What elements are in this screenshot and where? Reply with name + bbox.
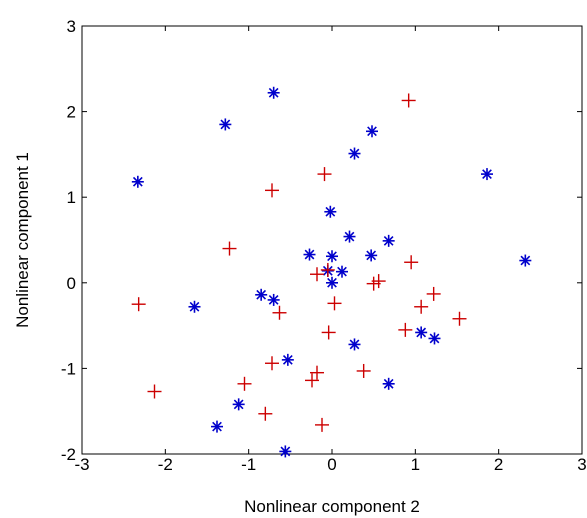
plus-marker (147, 384, 162, 399)
asterisk-marker (366, 125, 378, 138)
asterisk-marker (232, 398, 245, 411)
x-tick-label: -2 (158, 455, 173, 474)
marker-stroke (416, 327, 427, 338)
y-tick-label: 2 (67, 103, 76, 122)
plus-marker (320, 262, 335, 277)
axes-box (81, 25, 583, 455)
asterisk-marker (348, 338, 361, 351)
marker-stroke (327, 251, 337, 262)
asterisk-marker (428, 332, 441, 345)
plus-marker (398, 322, 413, 337)
marker-stroke (429, 333, 440, 344)
plus-marker (272, 305, 287, 320)
marker-stroke (325, 206, 336, 217)
plus-marker (317, 167, 332, 182)
plus-marker (404, 255, 419, 270)
plus-marker (327, 296, 342, 311)
asterisk-marker (131, 175, 144, 188)
marker-stroke (212, 421, 222, 432)
asterisk-marker (303, 248, 316, 261)
plus-marker (452, 311, 467, 326)
asterisk-marker (348, 147, 361, 160)
plus-marker (356, 363, 371, 378)
plus-marker (222, 241, 237, 256)
plus-marker (305, 373, 319, 388)
marker-stroke (349, 148, 360, 159)
plus-marker (310, 267, 324, 282)
plus-marker (426, 286, 441, 301)
asterisk-marker (324, 205, 337, 218)
y-axis-label: Nonlinear component 1 (13, 152, 32, 328)
marker-stroke (367, 126, 377, 137)
y-tick-label: 1 (67, 188, 76, 207)
asterisk-marker (188, 300, 201, 313)
asterisk-marker (382, 234, 395, 247)
asterisk-marker (365, 249, 378, 262)
marker-stroke (520, 255, 531, 266)
marker-stroke (268, 87, 279, 98)
marker-stroke (327, 277, 337, 288)
plus-marker (258, 406, 273, 421)
y-tick-label: 0 (67, 274, 76, 293)
marker-stroke (132, 176, 143, 187)
marker-stroke (304, 249, 315, 260)
asterisk-marker (211, 420, 223, 433)
asterisk-marker (336, 265, 348, 278)
marker-stroke (189, 301, 200, 312)
asterisk-marker (281, 353, 294, 366)
plus-marker (237, 376, 252, 391)
x-tick-label: 0 (327, 455, 336, 474)
data-markers (131, 86, 532, 458)
y-tick-label: -1 (61, 359, 76, 378)
asterisk-marker (255, 288, 268, 301)
x-tick-label: 1 (411, 455, 420, 474)
marker-stroke (366, 250, 377, 261)
asterisk-marker (481, 168, 493, 181)
asterisk-marker (219, 118, 232, 131)
plus-marker (401, 93, 416, 108)
marker-stroke (256, 289, 267, 300)
asterisk-marker (326, 250, 338, 263)
marker-stroke (220, 119, 231, 130)
marker-stroke (383, 378, 394, 389)
plus-marker (414, 299, 429, 314)
asterisk-marker (343, 230, 356, 243)
marker-stroke (383, 235, 394, 246)
marker-stroke (268, 295, 279, 305)
marker-stroke (344, 231, 355, 242)
plus-marker (310, 365, 324, 380)
marker-stroke (280, 446, 291, 457)
x-tick-label: 2 (494, 455, 503, 474)
plus-marker (321, 325, 336, 340)
marker-stroke (282, 354, 293, 365)
plus-marker (265, 183, 279, 198)
plus-marker (265, 356, 279, 371)
marker-stroke (337, 266, 347, 277)
asterisk-marker (267, 293, 280, 306)
y-tick-label: 3 (67, 17, 76, 36)
asterisk-marker (519, 254, 532, 267)
asterisk-marker (326, 276, 338, 289)
x-tick-label: 3 (577, 455, 586, 474)
plus-marker (366, 276, 381, 291)
asterisk-marker (415, 326, 428, 339)
marker-stroke (349, 339, 360, 350)
asterisk-marker (267, 86, 280, 99)
x-tick-label: -1 (241, 455, 256, 474)
x-axis-label: Nonlinear component 2 (244, 497, 420, 516)
axis-ticks (81, 25, 583, 455)
y-tick-label: -2 (61, 445, 76, 464)
marker-stroke (482, 169, 492, 179)
plot-area (81, 25, 583, 458)
marker-stroke (233, 399, 244, 410)
asterisk-marker (279, 445, 292, 458)
x-tick-label: -3 (74, 455, 89, 474)
plus-marker (131, 297, 146, 312)
asterisk-marker (382, 377, 395, 390)
plus-marker (315, 417, 329, 432)
